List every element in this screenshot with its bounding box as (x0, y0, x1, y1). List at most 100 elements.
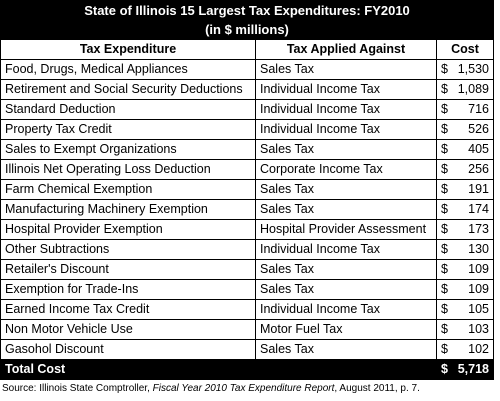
table-row: Food, Drugs, Medical Appliances Sales Tax… (0, 59, 494, 80)
tax-applied-against-cell: Sales Tax (255, 339, 437, 360)
cost-cell: $109 (436, 279, 494, 300)
cost-cell: $256 (436, 159, 494, 180)
tax-applied-against-cell: Individual Income Tax (255, 239, 437, 260)
cost-value: 103 (468, 322, 489, 336)
tax-expenditure-cell: Retirement and Social Security Deduction… (0, 79, 256, 100)
table-row: Manufacturing Machinery Exemption Sales T… (0, 199, 494, 220)
currency-symbol: $ (441, 142, 448, 156)
total-applied-empty (255, 359, 437, 380)
tax-expenditure-cell: Hospital Provider Exemption (0, 219, 256, 240)
cost-value: 102 (468, 342, 489, 356)
tax-expenditure-cell: Non Motor Vehicle Use (0, 319, 256, 340)
cost-cell: $716 (436, 99, 494, 120)
cost-value: 109 (468, 282, 489, 296)
table-row: Sales to Exempt Organizations Sales Tax $4… (0, 139, 494, 160)
cost-value: 105 (468, 302, 489, 316)
table-body: Food, Drugs, Medical Appliances Sales Tax… (0, 59, 494, 360)
cost-value: 405 (468, 142, 489, 156)
cost-cell: $105 (436, 299, 494, 320)
table-row: Farm Chemical Exemption Sales Tax $191 (0, 179, 494, 200)
total-label: Total Cost (0, 359, 256, 380)
tax-expenditure-cell: Standard Deduction (0, 99, 256, 120)
tax-applied-against-cell: Hospital Provider Assessment (255, 219, 437, 240)
source-report-title: Fiscal Year 2010 Tax Expenditure Report (152, 383, 335, 394)
tax-expenditure-cell: Manufacturing Machinery Exemption (0, 199, 256, 220)
currency-symbol: $ (441, 122, 448, 136)
tax-applied-against-cell: Individual Income Tax (255, 79, 437, 100)
currency-symbol: $ (441, 322, 448, 336)
table-row: Non Motor Vehicle Use Motor Fuel Tax $103 (0, 319, 494, 340)
cost-cell: $191 (436, 179, 494, 200)
header-cost: Cost (436, 39, 494, 60)
tax-expenditure-cell: Retailer's Discount (0, 259, 256, 280)
total-cost-cell: $ 5,718 (436, 359, 494, 380)
cost-value: 1,089 (457, 82, 489, 96)
cost-value: 174 (468, 202, 489, 216)
tax-applied-against-cell: Sales Tax (255, 259, 437, 280)
cost-cell: $130 (436, 239, 494, 260)
tax-applied-against-cell: Motor Fuel Tax (255, 319, 437, 340)
tax-applied-against-cell: Individual Income Tax (255, 119, 437, 140)
source-suffix: , August 2011, p. 7. (334, 383, 420, 394)
cost-value: 130 (468, 242, 489, 256)
tax-expenditure-cell: Property Tax Credit (0, 119, 256, 140)
cost-value: 109 (468, 262, 489, 276)
table-row: Illinois Net Operating Loss Deduction Cor… (0, 159, 494, 180)
currency-symbol: $ (441, 262, 448, 276)
table-title: State of Illinois 15 Largest Tax Expendi… (0, 0, 494, 40)
table-row: Gasohol Discount Sales Tax $102 (0, 339, 494, 360)
table-row: Property Tax Credit Individual Income Tax… (0, 119, 494, 140)
table-row: Earned Income Tax Credit Individual Incom… (0, 299, 494, 320)
tax-expenditure-cell: Farm Chemical Exemption (0, 179, 256, 200)
currency-symbol: $ (441, 62, 448, 76)
cost-value: 173 (468, 222, 489, 236)
currency-symbol: $ (441, 282, 448, 296)
cost-cell: $1,089 (436, 79, 494, 100)
currency-symbol: $ (441, 222, 448, 236)
cost-value: 716 (468, 102, 489, 116)
table-row: Hospital Provider Exemption Hospital Prov… (0, 219, 494, 240)
tax-applied-against-cell: Sales Tax (255, 279, 437, 300)
tax-expenditure-cell: Exemption for Trade-Ins (0, 279, 256, 300)
currency-symbol: $ (441, 102, 448, 116)
cost-cell: $1,530 (436, 59, 494, 80)
cost-cell: $174 (436, 199, 494, 220)
tax-applied-against-cell: Sales Tax (255, 139, 437, 160)
tax-expenditure-table: State of Illinois 15 Largest Tax Expendi… (0, 0, 494, 380)
total-currency-symbol: $ (441, 362, 448, 376)
currency-symbol: $ (441, 182, 448, 196)
table-row: Exemption for Trade-Ins Sales Tax $109 (0, 279, 494, 300)
total-row: Total Cost $ 5,718 (0, 359, 494, 380)
tax-applied-against-cell: Sales Tax (255, 179, 437, 200)
total-cost-value: 5,718 (457, 362, 489, 376)
tax-applied-against-cell: Sales Tax (255, 59, 437, 80)
title-line-2: (in $ millions) (205, 22, 289, 37)
source-note: Source: Illinois State Comptroller, Fisc… (2, 383, 420, 394)
currency-symbol: $ (441, 342, 448, 356)
cost-cell: $526 (436, 119, 494, 140)
cost-cell: $173 (436, 219, 494, 240)
currency-symbol: $ (441, 242, 448, 256)
source-prefix: Source: Illinois State Comptroller, (2, 383, 153, 394)
table-row: Retirement and Social Security Deduction… (0, 79, 494, 100)
header-tax-expenditure: Tax Expenditure (0, 39, 256, 60)
cost-value: 526 (468, 122, 489, 136)
tax-applied-against-cell: Sales Tax (255, 199, 437, 220)
cost-cell: $109 (436, 259, 494, 280)
currency-symbol: $ (441, 202, 448, 216)
tax-expenditure-cell: Sales to Exempt Organizations (0, 139, 256, 160)
currency-symbol: $ (441, 162, 448, 176)
cost-value: 1,530 (457, 62, 489, 76)
tax-applied-against-cell: Individual Income Tax (255, 299, 437, 320)
cost-value: 191 (468, 182, 489, 196)
tax-expenditure-cell: Other Subtractions (0, 239, 256, 260)
tax-applied-against-cell: Individual Income Tax (255, 99, 437, 120)
cost-value: 256 (468, 162, 489, 176)
table-row: Retailer's Discount Sales Tax $109 (0, 259, 494, 280)
table-row: Standard Deduction Individual Income Tax $… (0, 99, 494, 120)
tax-applied-against-cell: Corporate Income Tax (255, 159, 437, 180)
cost-cell: $103 (436, 319, 494, 340)
tax-expenditure-cell: Earned Income Tax Credit (0, 299, 256, 320)
table-row: Other Subtractions Individual Income Tax $… (0, 239, 494, 260)
